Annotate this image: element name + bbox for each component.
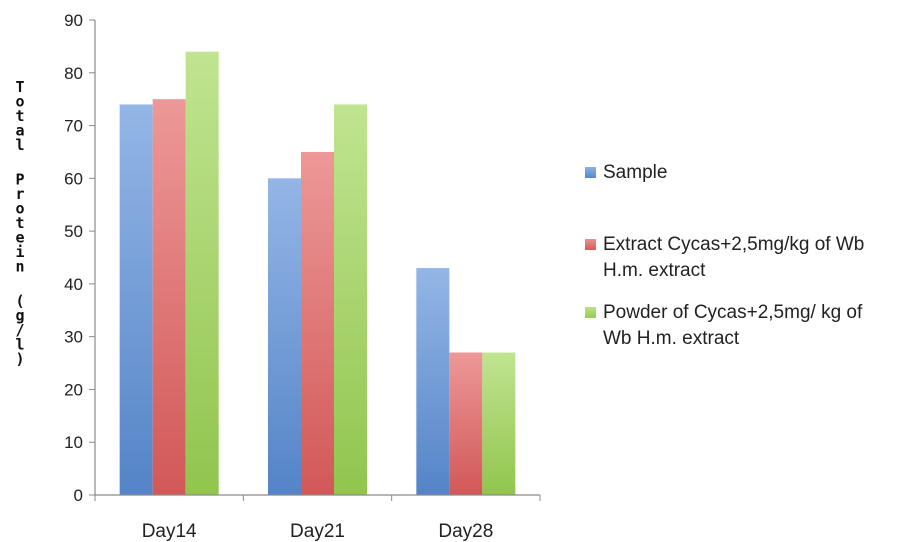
axes xyxy=(94,20,540,496)
y-axis-label-char: a xyxy=(15,122,24,140)
legend-item-sample: Sample xyxy=(583,160,893,186)
legend-swatch-powder xyxy=(585,307,596,318)
y-axis-label-char: l xyxy=(15,136,24,154)
bar-day21-series-2 xyxy=(334,104,367,495)
legend-item-extract: Extract Cycas+2,5mg/kg of Wb H.m. extrac… xyxy=(583,232,893,284)
bar-day28-series-2 xyxy=(482,352,516,495)
y-tick-label: 20 xyxy=(64,380,83,399)
legend-label-sample: Sample xyxy=(603,162,668,183)
y-tick-label: 90 xyxy=(64,11,83,30)
y-axis-label-char: l xyxy=(15,336,24,354)
legend-label-powder: Powder of Cycas+2,5mg/ kg of Wb H.m. ext… xyxy=(603,302,863,349)
legend-item-powder: Powder of Cycas+2,5mg/ kg of Wb H.m. ext… xyxy=(583,300,893,352)
y-tick-label: 60 xyxy=(64,169,83,188)
y-axis-label-char: o xyxy=(15,93,24,111)
y-axis-label-char: e xyxy=(15,229,24,247)
bar-day21-series-0 xyxy=(268,178,301,496)
y-axis-label-char: i xyxy=(15,243,24,261)
bar-day14-series-0 xyxy=(119,104,153,495)
x-tick-label: Day14 xyxy=(142,521,197,542)
x-tick-label: Day28 xyxy=(438,521,493,542)
y-axis-label-char: n xyxy=(15,258,24,276)
y-axis-label-char: T xyxy=(15,78,24,96)
y-axis-label-char: r xyxy=(15,185,24,203)
x-tick-label: Day21 xyxy=(290,521,345,542)
y-axis-ticks: 0 10 20 30 40 50 60 70 80 90 xyxy=(64,11,95,505)
y-tick-label: 40 xyxy=(64,275,83,294)
legend: Sample Extract Cycas+2,5mg/kg of Wb H.m.… xyxy=(583,160,893,352)
y-tick-label: 10 xyxy=(64,433,83,452)
bar-day21-series-1 xyxy=(301,151,334,495)
bar-day14-series-1 xyxy=(152,99,186,496)
y-tick-label: 80 xyxy=(64,64,83,83)
y-tick-label: 0 xyxy=(74,486,83,505)
y-axis-label-char: P xyxy=(15,171,24,189)
x-axis-ticks: Day14 Day21 Day28 xyxy=(94,495,541,542)
y-axis-label-char: o xyxy=(15,200,24,218)
y-axis-label-char: ) xyxy=(15,350,24,368)
y-tick-label: 70 xyxy=(64,117,83,136)
y-axis-label-char: g xyxy=(15,307,24,325)
y-tick-label: 30 xyxy=(64,328,83,347)
legend-swatch-extract xyxy=(585,239,596,250)
y-axis-label-char: t xyxy=(15,107,24,125)
y-axis-label-char: t xyxy=(15,214,24,232)
y-axis-label-char: ( xyxy=(15,292,24,310)
bar-day28-series-1 xyxy=(449,352,483,495)
bar-day14-series-2 xyxy=(185,51,219,496)
y-tick-label: 50 xyxy=(64,222,83,241)
legend-label-extract: Extract Cycas+2,5mg/kg of Wb H.m. extrac… xyxy=(603,234,865,281)
bar-day28-series-0 xyxy=(416,268,450,495)
bars xyxy=(119,51,516,496)
y-axis-label-char: / xyxy=(15,321,24,339)
legend-swatch-sample xyxy=(585,167,596,178)
